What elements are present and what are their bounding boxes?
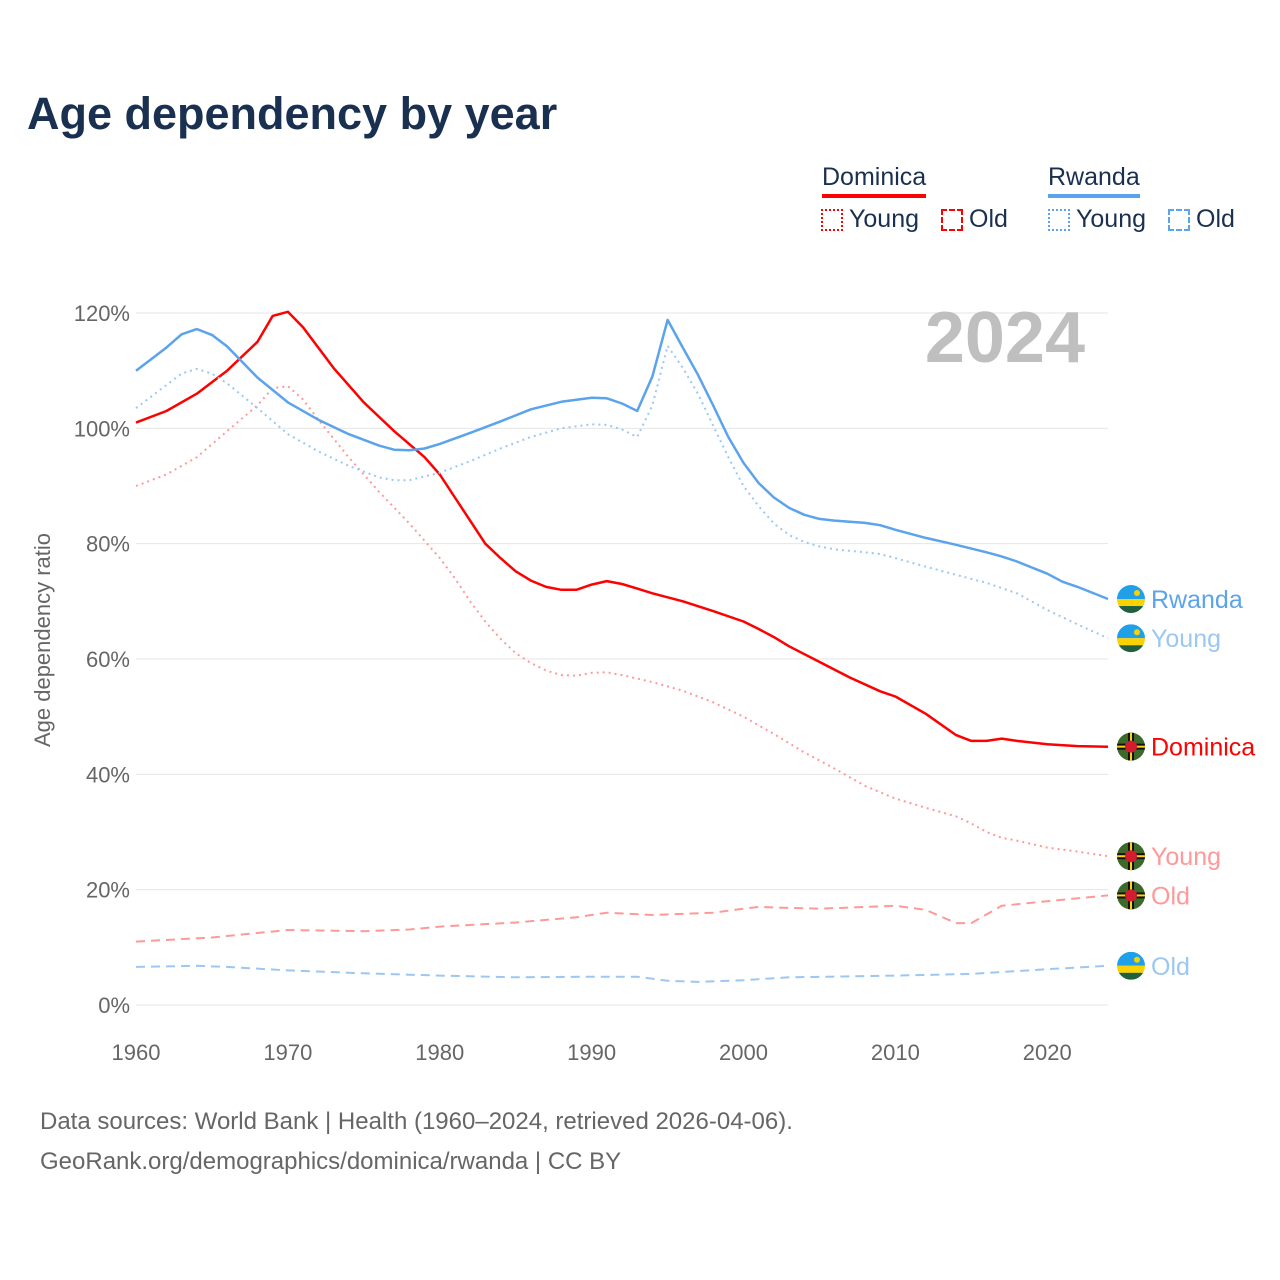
legend-dominica-young[interactable]: Young	[821, 205, 919, 234]
series-line-rwanda-old	[135, 964, 1109, 983]
series-line-rwanda	[135, 318, 1109, 601]
series-line-rwanda-young	[135, 344, 1109, 640]
dominica-flag-icon	[1117, 881, 1145, 910]
y-axis-label: Age dependency ratio	[30, 533, 55, 747]
x-tick-label: 2010	[871, 1040, 920, 1065]
chart-title: Age dependency by year	[27, 88, 558, 139]
y-tick-label: 80%	[86, 532, 130, 557]
legend-rwanda-old[interactable]: Old	[1168, 205, 1235, 234]
legend-dominica[interactable]: Dominica	[822, 163, 927, 198]
dominica-flag-icon	[1117, 842, 1145, 871]
x-tick-label: 1990	[567, 1040, 616, 1065]
y-tick-label: 40%	[86, 762, 130, 787]
year-watermark: 2024	[925, 298, 1085, 378]
legend-label: Old	[1196, 205, 1235, 233]
series-end-label: Old	[1151, 953, 1190, 981]
legend-label: Old	[969, 205, 1008, 233]
rwanda-flag-icon	[1117, 585, 1145, 614]
dashed-swatch-icon	[941, 209, 963, 231]
series-end-label: Old	[1151, 882, 1190, 910]
series-end-label: Young	[1151, 625, 1221, 653]
legend-rwanda[interactable]: Rwanda	[1048, 163, 1140, 198]
series-line-dominica	[135, 310, 1109, 748]
source-note: Data sources: World Bank | Health (1960–…	[40, 1108, 793, 1135]
y-tick-label: 120%	[74, 301, 130, 326]
dominica-flag-icon	[1117, 732, 1145, 761]
x-tick-label: 1970	[263, 1040, 312, 1065]
rwanda-flag-icon	[1117, 951, 1145, 980]
y-tick-label: 20%	[86, 878, 130, 903]
rwanda-flag-icon	[1117, 624, 1145, 653]
series-end-label: Dominica	[1151, 734, 1255, 762]
series-end-label: Rwanda	[1151, 586, 1243, 614]
series-line-dominica-old	[135, 894, 1109, 943]
source-link[interactable]: GeoRank.org/demographics/dominica/rwanda…	[40, 1148, 622, 1175]
x-tick-label: 2000	[719, 1040, 768, 1065]
legend-label: Young	[1076, 205, 1146, 233]
dotted-swatch-icon	[1048, 209, 1070, 231]
x-tick-label: 2020	[1023, 1040, 1072, 1065]
x-tick-label: 1980	[415, 1040, 464, 1065]
y-tick-label: 0%	[98, 993, 130, 1018]
legend-dominica-old[interactable]: Old	[941, 205, 1008, 234]
legend-label: Young	[849, 205, 919, 233]
legend-rwanda-young[interactable]: Young	[1048, 205, 1146, 234]
x-tick-label: 1960	[112, 1040, 161, 1065]
y-tick-label: 60%	[86, 647, 130, 672]
dashed-swatch-icon	[1168, 209, 1190, 231]
series-line-dominica-young	[135, 385, 1109, 858]
dotted-swatch-icon	[821, 209, 843, 231]
y-tick-label: 100%	[74, 416, 130, 441]
series-end-label: Young	[1151, 843, 1221, 871]
